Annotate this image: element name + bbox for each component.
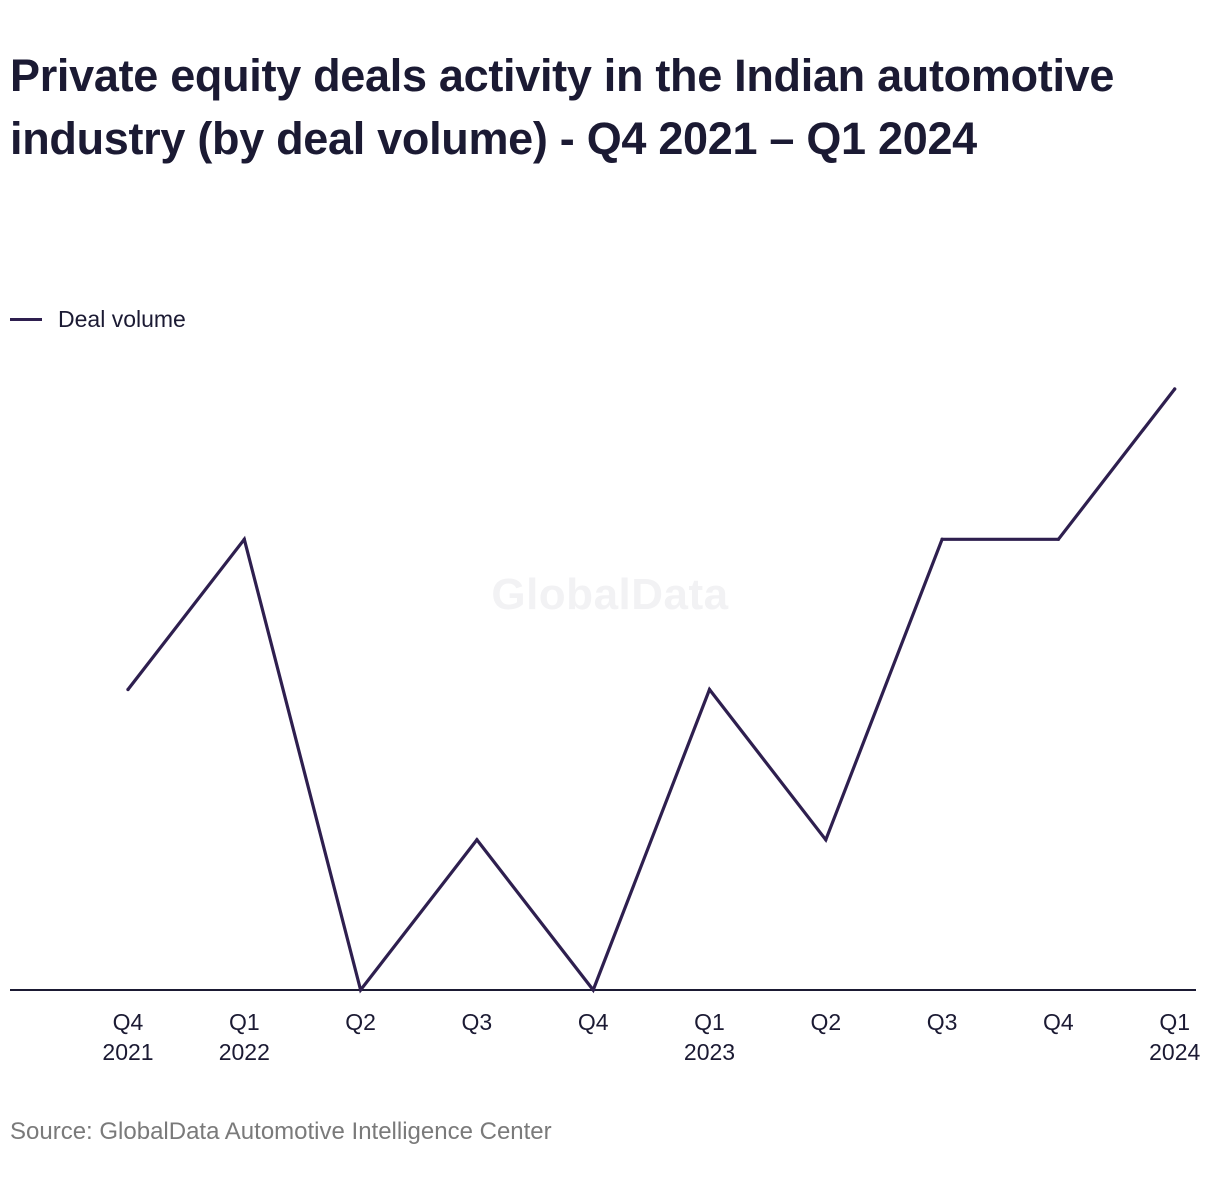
data-point [242, 537, 246, 541]
source-note: Source: GlobalData Automotive Intelligen… [10, 1118, 552, 1145]
data-point [591, 988, 595, 992]
data-point [475, 838, 479, 842]
data-point [1173, 387, 1177, 391]
data-point [707, 687, 712, 692]
data-point [1056, 537, 1060, 541]
series-line-deal-volume [126, 387, 1177, 994]
watermark: GlobalData [491, 570, 729, 619]
x-tick-year-label: 2024 [1149, 1039, 1200, 1065]
data-point [940, 537, 944, 541]
data-point [359, 988, 363, 992]
legend: Deal volume [10, 306, 186, 333]
x-tick-year-label: 2022 [219, 1039, 270, 1065]
x-tick-label: Q1 [694, 1009, 725, 1035]
x-tick-label: Q4 [578, 1009, 609, 1035]
x-tick-label: Q2 [810, 1009, 841, 1035]
x-tick-label: Q1 [1159, 1009, 1190, 1035]
chart-title: Private equity deals activity in the Ind… [10, 50, 1115, 164]
x-tick-year-label: 2023 [684, 1039, 735, 1065]
x-tick-label: Q4 [113, 1009, 144, 1035]
line-chart: Q4 2021 Q1 2022 Q2 Q3 Q4 Q1 2023 Q2 Q3 Q4 Q1 2024 [10, 387, 1200, 1065]
x-tick-label: Q2 [345, 1009, 376, 1035]
x-tick-label: Q3 [927, 1009, 958, 1035]
data-point [824, 838, 828, 842]
x-tick-label: Q4 [1043, 1009, 1074, 1035]
legend-swatch [10, 318, 42, 321]
x-tick-year-label: 2021 [102, 1039, 153, 1065]
x-tick-label: Q3 [462, 1009, 493, 1035]
data-point [126, 687, 130, 692]
legend-label: Deal volume [58, 306, 186, 332]
x-tick-label: Q1 [229, 1009, 260, 1035]
